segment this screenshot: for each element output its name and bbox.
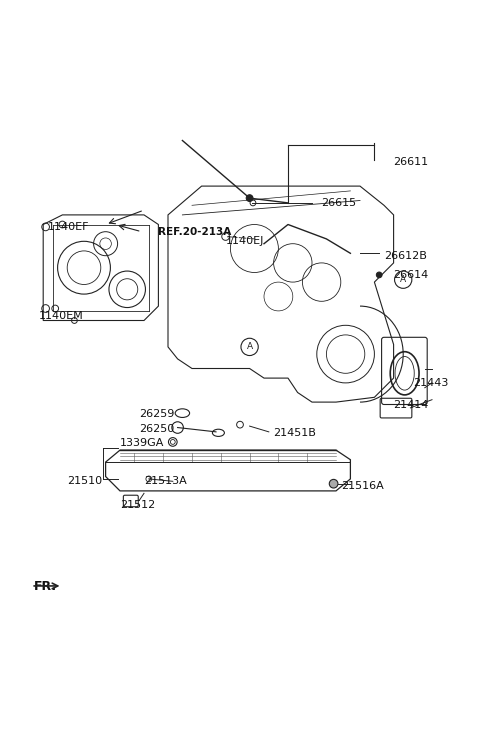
Text: 1140EM: 1140EM <box>38 311 83 321</box>
Text: 21512: 21512 <box>120 500 155 510</box>
Circle shape <box>246 195 253 201</box>
Text: 21513A: 21513A <box>144 476 187 486</box>
Text: FR.: FR. <box>34 581 57 593</box>
Text: REF.20-213A: REF.20-213A <box>158 227 232 237</box>
Circle shape <box>329 479 338 488</box>
Circle shape <box>222 233 229 240</box>
Text: 21516A: 21516A <box>341 481 384 491</box>
Text: 21443: 21443 <box>413 378 448 388</box>
Text: 21451B: 21451B <box>274 428 316 439</box>
Text: A: A <box>247 343 252 352</box>
Text: 26615: 26615 <box>322 198 357 208</box>
Text: 26250: 26250 <box>139 424 174 433</box>
Circle shape <box>376 272 382 278</box>
Text: 1339GA: 1339GA <box>120 438 164 448</box>
Text: 1140EF: 1140EF <box>48 222 89 232</box>
Text: 26259: 26259 <box>139 409 175 419</box>
Text: 21510: 21510 <box>67 476 102 486</box>
Text: 26614: 26614 <box>394 270 429 280</box>
Text: 1140EJ: 1140EJ <box>226 237 264 246</box>
Text: 26612B: 26612B <box>384 251 427 261</box>
Text: 26611: 26611 <box>394 157 429 167</box>
Text: 21414: 21414 <box>394 399 429 410</box>
Text: A: A <box>400 275 406 284</box>
